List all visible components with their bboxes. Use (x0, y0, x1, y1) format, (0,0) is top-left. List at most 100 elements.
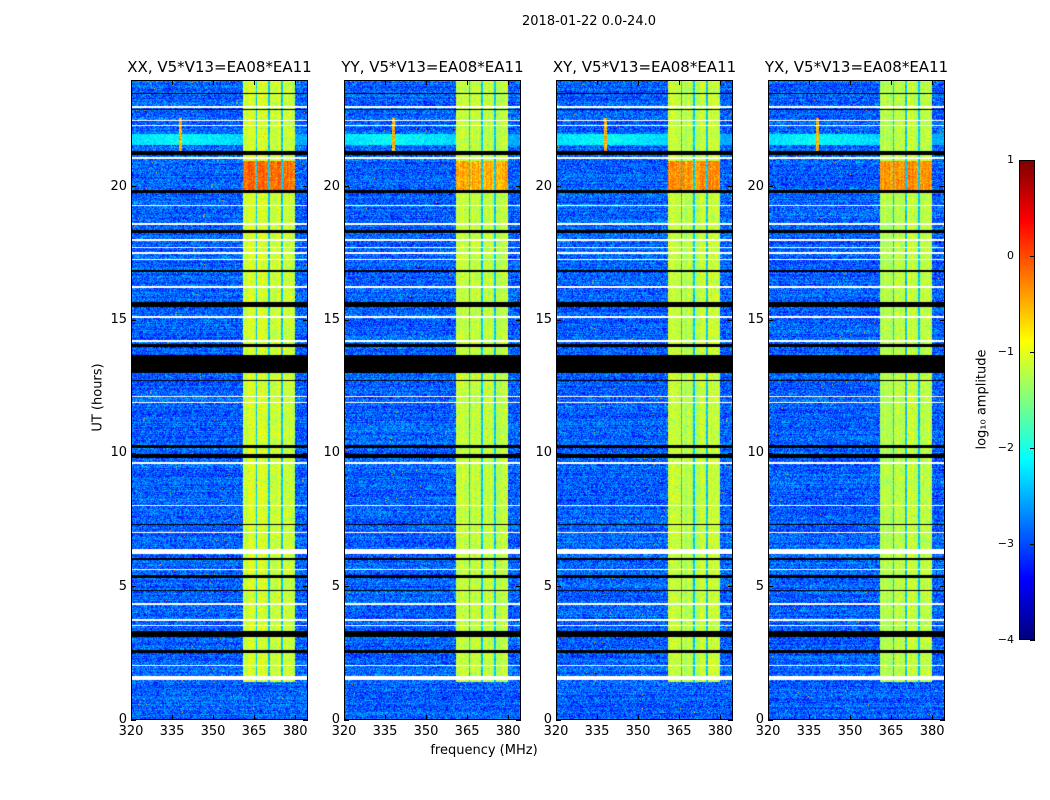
y-tick (344, 452, 349, 454)
y-tick-label: 10 (747, 445, 764, 461)
y-tick-right (516, 586, 521, 588)
x-tick-label: 380 (919, 724, 945, 739)
y-tick-label: 15 (747, 312, 764, 327)
y-tick-right (940, 719, 945, 721)
x-tick (890, 715, 892, 720)
y-tick (344, 719, 349, 721)
x-tick-top (171, 80, 173, 85)
x-tick-label: 365 (878, 724, 904, 739)
y-tick-label: 15 (110, 312, 127, 327)
waterfall-image (132, 81, 307, 719)
y-tick-right (303, 586, 308, 588)
y-tick-right (728, 452, 733, 454)
colorbar-tick-label: −1 (997, 345, 1014, 358)
y-tick (556, 586, 561, 588)
x-tick-label: 320 (118, 724, 144, 739)
y-tick-label: 15 (323, 312, 340, 327)
colorbar-tick-label: −3 (997, 537, 1014, 550)
colorbar-tick-label: −4 (997, 633, 1014, 646)
x-tick-top (596, 80, 598, 85)
y-tick-right (728, 719, 733, 721)
colorbar-tick (1030, 543, 1035, 545)
y-tick-right (516, 319, 521, 321)
y-tick-label: 0 (331, 712, 340, 727)
x-tick-top (425, 80, 427, 85)
x-tick (931, 715, 933, 720)
x-tick-top (212, 80, 214, 85)
y-tick-right (516, 719, 521, 721)
x-tick-top (466, 80, 468, 85)
y-tick-right (940, 319, 945, 321)
y-tick-label: 20 (110, 178, 127, 194)
y-axis-label: UT (hours) (90, 363, 106, 432)
x-tick (212, 715, 214, 720)
x-tick-label: 350 (413, 724, 439, 739)
y-tick-label: 5 (543, 578, 552, 594)
x-tick (384, 715, 386, 720)
x-tick (425, 715, 427, 720)
y-tick-label: 10 (535, 445, 552, 461)
x-tick (130, 715, 132, 720)
x-tick-label: 350 (837, 724, 863, 739)
x-tick-label: 335 (159, 724, 185, 739)
y-tick-right (303, 186, 308, 188)
x-tick-label: 335 (796, 724, 822, 739)
y-tick (131, 186, 136, 188)
x-tick-label: 335 (372, 724, 398, 739)
x-tick-label: 365 (454, 724, 480, 739)
x-tick-top (808, 80, 810, 85)
x-tick (849, 715, 851, 720)
x-tick-top (931, 80, 933, 85)
panel-title: YY, V5*V13=EA08*EA11 (341, 58, 524, 76)
x-tick-top (384, 80, 386, 85)
colorbar-tick-label: −2 (997, 441, 1014, 454)
y-tick-right (516, 452, 521, 454)
y-tick-right (728, 586, 733, 588)
colorbar-tick (1030, 639, 1035, 641)
y-tick (768, 319, 773, 321)
y-tick-right (940, 586, 945, 588)
x-tick-top (253, 80, 255, 85)
colorbar-tick (1030, 255, 1035, 257)
y-tick (768, 719, 773, 721)
y-tick-label: 0 (118, 712, 127, 727)
y-tick-right (303, 319, 308, 321)
x-tick (596, 715, 598, 720)
y-tick (556, 452, 561, 454)
y-tick (556, 186, 561, 188)
x-tick-label: 350 (200, 724, 226, 739)
panel-title: XX, V5*V13=EA08*EA11 (127, 58, 312, 76)
y-tick-right (516, 186, 521, 188)
y-tick-label: 10 (110, 445, 127, 461)
waterfall-panel-yx (768, 80, 945, 720)
x-tick (253, 715, 255, 720)
x-tick-label: 320 (755, 724, 781, 739)
y-tick (131, 586, 136, 588)
x-tick-label: 380 (707, 724, 733, 739)
x-tick (294, 715, 296, 720)
colorbar-tick-label: 0 (1007, 249, 1014, 262)
y-tick (344, 319, 349, 321)
x-tick-top (637, 80, 639, 85)
colorbar (1019, 160, 1035, 640)
colorbar-tick (1030, 159, 1035, 161)
x-tick (555, 715, 557, 720)
y-tick (768, 452, 773, 454)
waterfall-image (769, 81, 944, 719)
y-tick-label: 15 (535, 312, 552, 327)
y-tick (556, 319, 561, 321)
x-tick (466, 715, 468, 720)
y-tick (131, 452, 136, 454)
y-tick-label: 5 (331, 578, 340, 594)
x-tick (171, 715, 173, 720)
y-tick (131, 719, 136, 721)
y-tick-label: 0 (543, 712, 552, 727)
x-tick-label: 335 (584, 724, 610, 739)
x-tick-label: 365 (666, 724, 692, 739)
x-tick-top (678, 80, 680, 85)
y-tick (131, 319, 136, 321)
y-tick-label: 10 (323, 445, 340, 461)
y-tick (768, 186, 773, 188)
y-tick-label: 0 (755, 712, 764, 727)
y-tick-label: 5 (118, 578, 127, 594)
